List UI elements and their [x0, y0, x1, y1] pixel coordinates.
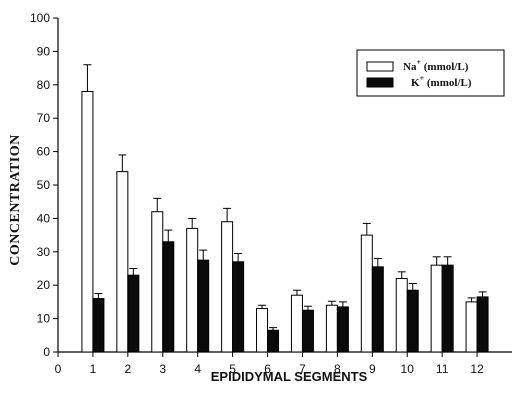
bar-k [197, 259, 210, 353]
x-tick-label: 7 [299, 362, 306, 376]
bar-na [186, 227, 199, 353]
x-tick-label: 5 [229, 362, 236, 376]
bar-k [232, 261, 245, 353]
bars [81, 64, 489, 353]
legend-label-na: Na+ (mmol/L) [403, 58, 469, 73]
bar-na [221, 221, 234, 353]
y-tick-label: 0 [43, 345, 50, 359]
bar-na [256, 308, 269, 353]
bar-na [81, 90, 94, 353]
y-tick-label: 50 [37, 178, 51, 192]
x-axis-title: EPIDIDYMAL SEGMENTS [211, 369, 368, 384]
y-tick-label: 90 [37, 44, 51, 58]
bar-k [301, 309, 314, 353]
x-tick-label: 3 [159, 362, 166, 376]
y-tick-label: 10 [37, 312, 51, 326]
y-tick-label: 80 [37, 78, 51, 92]
x-tick-label: 4 [194, 362, 201, 376]
x-tick-label: 11 [436, 362, 449, 376]
x-tick-label: 6 [264, 362, 271, 376]
y-tick-label: 20 [37, 278, 51, 292]
bar-k [441, 264, 454, 353]
legend-label-k: K+ (mmol/L) [411, 74, 472, 89]
x-tick-label: 1 [90, 362, 97, 376]
x-tick-label: 2 [125, 362, 132, 376]
bar-k [267, 329, 280, 353]
bar-k [127, 274, 140, 353]
x-tick-label: 12 [470, 362, 484, 376]
x-tick-label: 8 [334, 362, 341, 376]
bar-na [360, 234, 373, 353]
bar-na [325, 304, 338, 353]
bar-k [371, 266, 384, 353]
bar-na [151, 211, 164, 353]
bar-k [406, 289, 419, 353]
bar-na [395, 278, 408, 353]
x-tick-label: 9 [369, 362, 376, 376]
bar-k [92, 298, 105, 353]
bar-k [476, 296, 489, 353]
bar-k [162, 241, 175, 353]
legend-swatch-k [366, 77, 394, 88]
bar-k [336, 306, 349, 353]
y-tick-label: 100 [30, 11, 50, 25]
y-tick-label: 70 [37, 111, 51, 125]
y-axis-title: CONCENTRATION [8, 134, 23, 265]
x-tick-label: 0 [55, 362, 62, 376]
bar-na [465, 301, 478, 353]
y-tick-label: 60 [37, 145, 51, 159]
bar-na [116, 171, 129, 353]
legend-swatch-na [366, 61, 394, 72]
bar-na [290, 294, 303, 353]
bar-na [430, 264, 443, 353]
legend: Na+ (mmol/L) K+ (mmol/L) [356, 49, 505, 97]
legend-box [356, 49, 505, 97]
x-tick-label: 10 [401, 362, 415, 376]
y-tick-label: 30 [37, 245, 51, 259]
y-tick-label: 40 [37, 211, 51, 225]
